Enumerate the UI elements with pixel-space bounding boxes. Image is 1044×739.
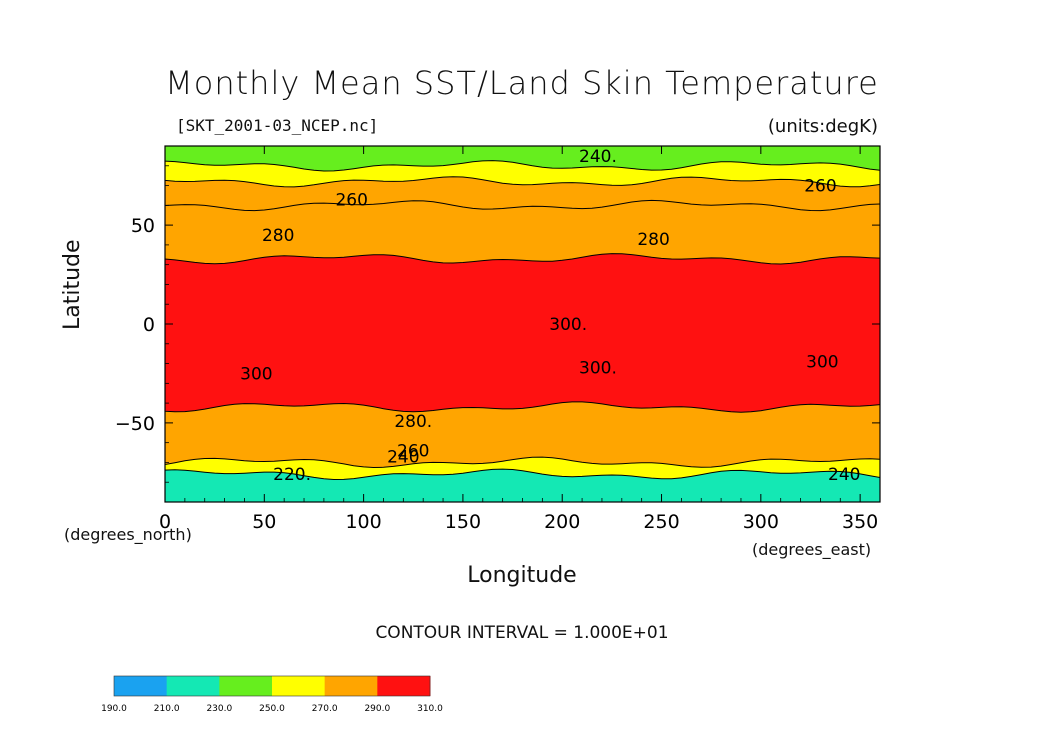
colorbar-label: 230.0 — [206, 704, 232, 714]
colorbar-swatch — [114, 676, 168, 696]
colorbar-label: 250.0 — [259, 704, 285, 714]
contour-line — [165, 176, 880, 188]
x-tick-label: 300 — [743, 511, 779, 533]
temperature-band — [165, 146, 880, 171]
file-label: [SKT_2001-03_NCEP.nc] — [176, 116, 379, 135]
x-tick-label: 350 — [842, 511, 878, 533]
contour-interval-label: CONTOUR INTERVAL = 1.000E+01 — [375, 623, 669, 643]
colorbar-frame — [113, 675, 431, 697]
y-unit-label: (degrees_north) — [64, 525, 192, 544]
colorbar-swatch — [166, 676, 220, 696]
y-tick-label: 0 — [143, 314, 155, 336]
contour-label: 260 — [335, 190, 367, 210]
temperature-band — [165, 176, 880, 211]
colorbar-swatch — [324, 676, 378, 696]
x-unit-label: (degrees_east) — [752, 540, 872, 559]
colorbar: 190.0 210.0 230.0 250.0 270.0 290.0 310.0 — [101, 675, 443, 714]
colorbar-label: 310.0 — [417, 704, 443, 714]
x-axis-label: Longitude — [467, 563, 577, 588]
colorbar-label: 270.0 — [312, 704, 338, 714]
colorbar-label: 190.0 — [101, 704, 127, 714]
contour-label: 240. — [579, 147, 617, 167]
temperature-band — [165, 401, 880, 468]
temperature-band — [165, 469, 880, 502]
contour-label: 280 — [262, 226, 294, 246]
contour-label: 300 — [806, 353, 838, 373]
x-tick-label: 250 — [643, 511, 679, 533]
axes: 0 50 100 150 200 250 300 350 −50 0 50 — [115, 145, 881, 533]
temperature-band — [165, 200, 880, 264]
chart-title: Monthly Mean SST/Land Skin Temperature — [165, 64, 879, 102]
colorbar-swatch — [219, 676, 273, 696]
temperature-band — [165, 457, 880, 480]
contour-line — [165, 199, 880, 212]
contour-line — [165, 160, 880, 172]
contour-label: 280 — [637, 230, 669, 250]
y-tick-label: 50 — [131, 215, 155, 237]
contour-label: 300. — [549, 315, 587, 335]
colorbar-swatch — [377, 676, 431, 696]
colorbar-label: 290.0 — [364, 704, 390, 714]
contour-label: 240 — [828, 465, 860, 485]
units-label: (units:degK) — [767, 116, 878, 137]
contour-label: 220. — [273, 465, 311, 485]
plot-area — [165, 146, 880, 502]
contour-lines — [165, 160, 880, 481]
x-tick-label: 50 — [252, 511, 276, 533]
colorbar-swatch — [272, 676, 326, 696]
x-tick-label: 200 — [544, 511, 580, 533]
contour-label: 260 — [397, 442, 429, 462]
x-tick-label: 0 — [159, 511, 171, 533]
contour-label: 280. — [394, 412, 432, 432]
contour-line — [165, 401, 880, 413]
contour-line — [165, 456, 880, 469]
contour-label: 240 — [387, 447, 419, 467]
contour-line — [165, 253, 880, 265]
contour-label: 260 — [804, 176, 836, 196]
colorbar-label: 210.0 — [154, 704, 180, 714]
contour-label: 300. — [579, 358, 617, 378]
x-tick-label: 150 — [445, 511, 481, 533]
x-tick-label: 100 — [345, 511, 381, 533]
contour-line — [165, 468, 880, 481]
temperature-band — [165, 253, 880, 413]
contour-label: 300 — [240, 364, 272, 384]
y-tick-label: −50 — [115, 413, 155, 435]
